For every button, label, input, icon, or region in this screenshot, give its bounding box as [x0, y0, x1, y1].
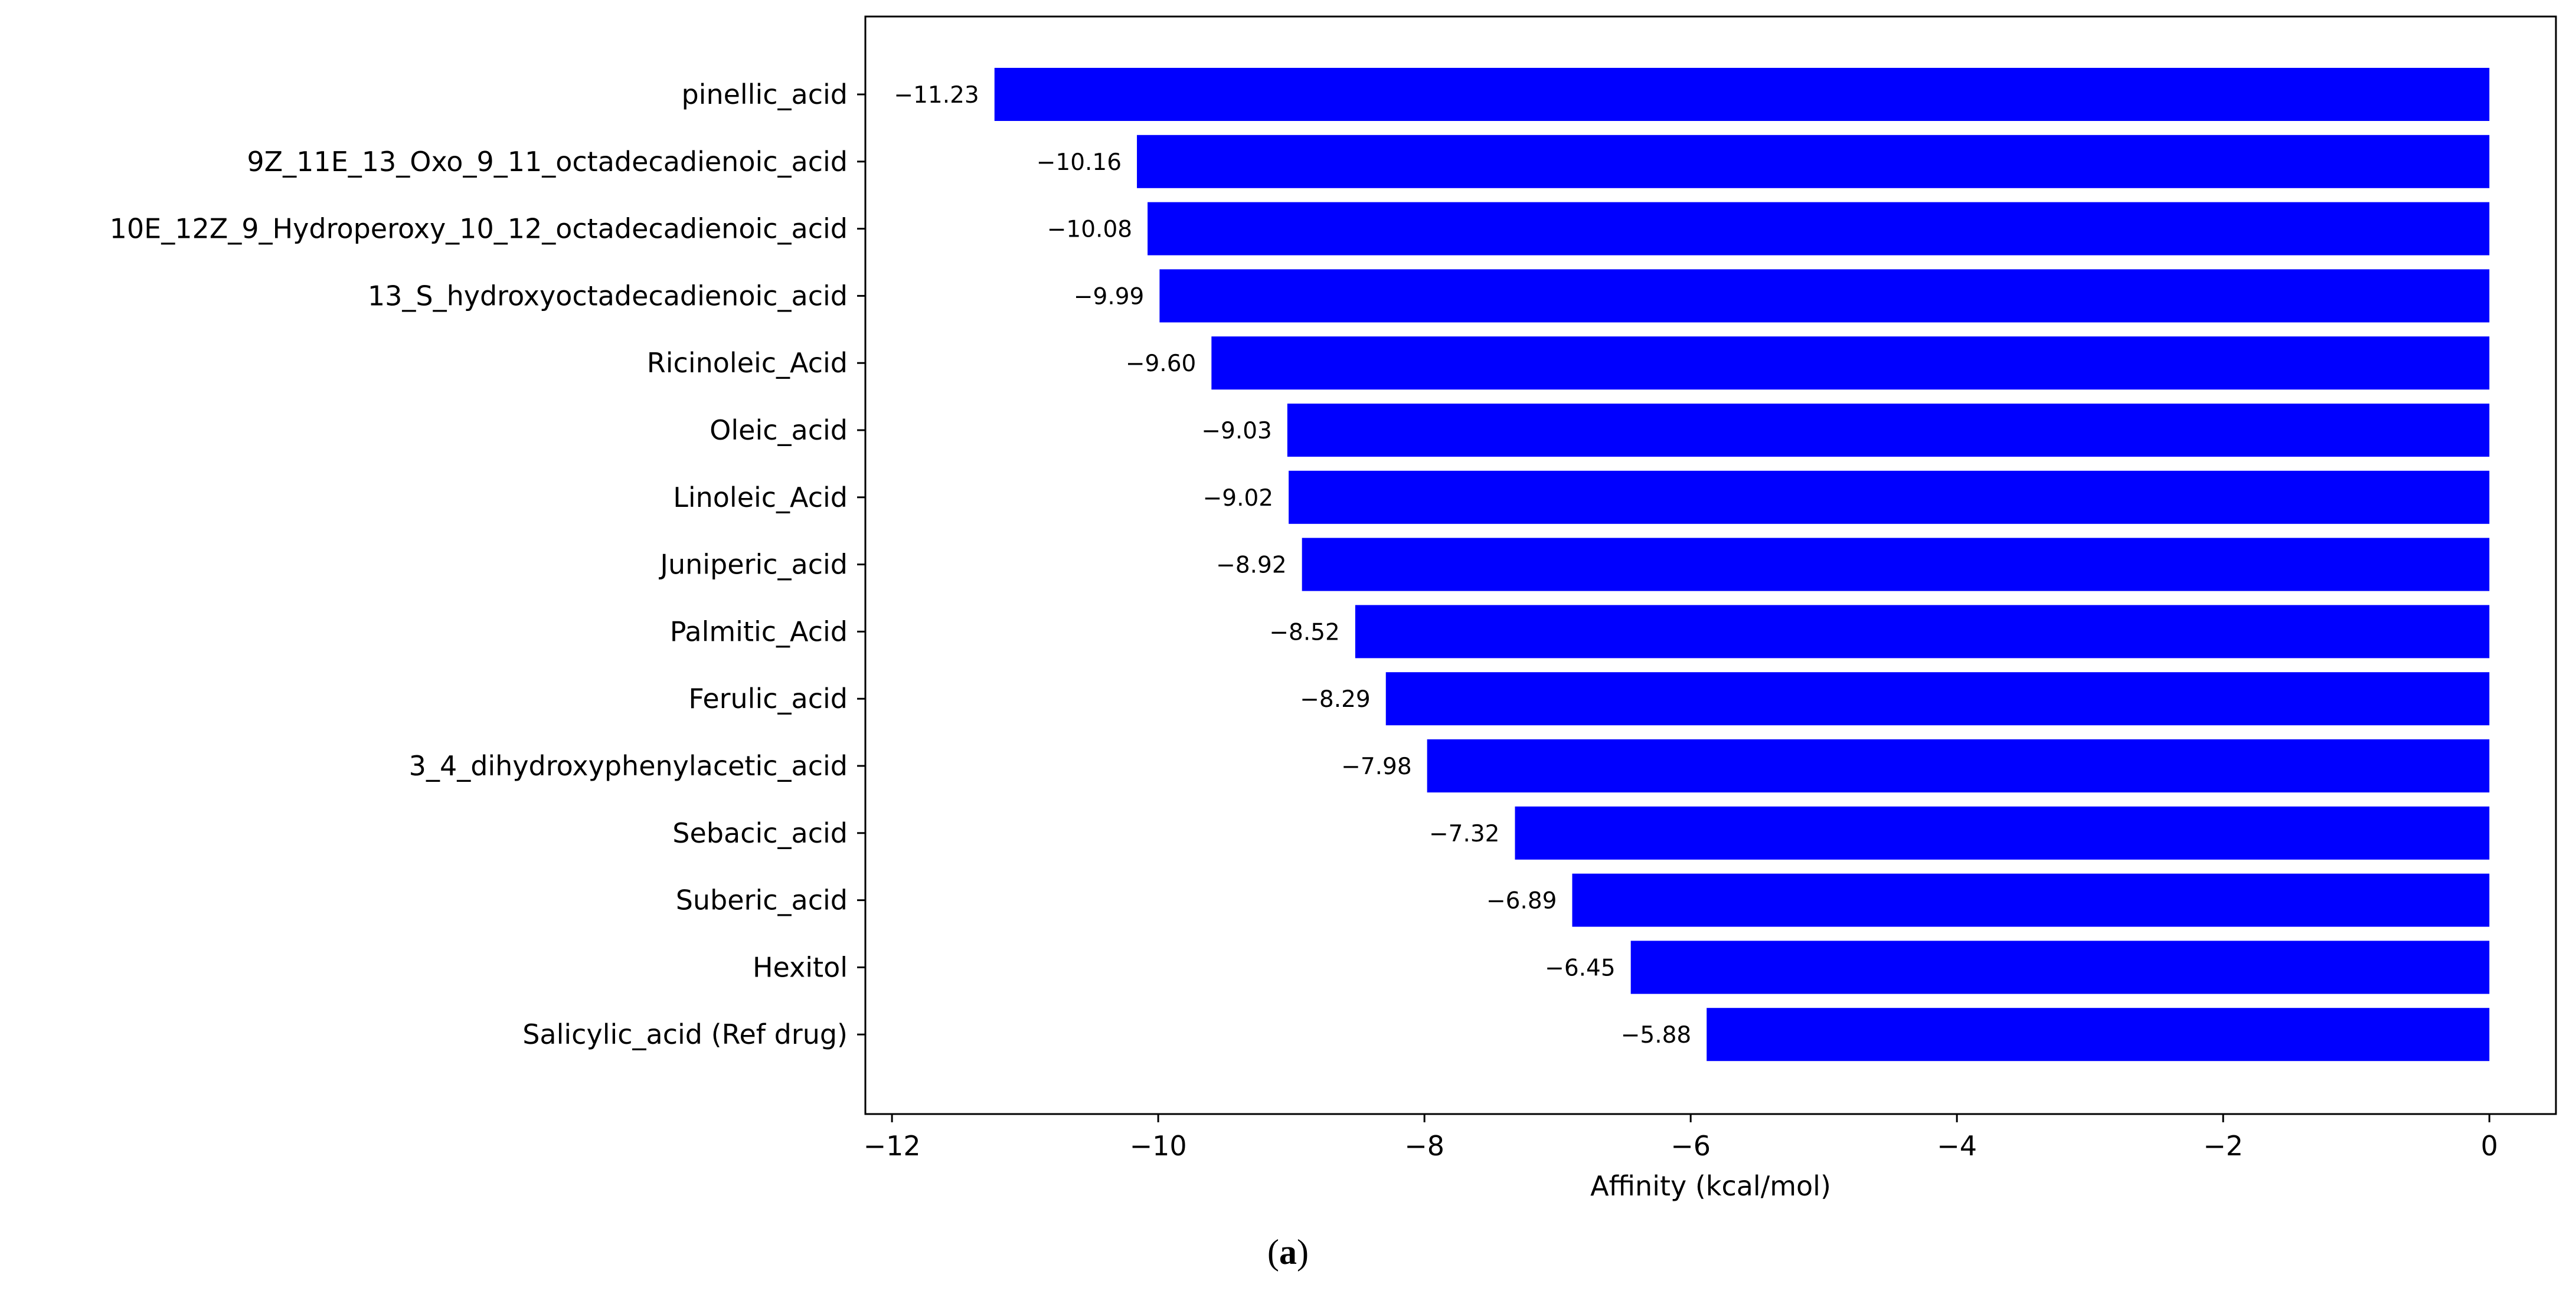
bar-8 — [1302, 538, 2490, 591]
category-label: 9Z_11E_13_Oxo_9_11_octadecadienoic_acid — [247, 146, 848, 178]
caption-open: ( — [1267, 1233, 1279, 1272]
x-tick-label: −10 — [1130, 1130, 1187, 1162]
x-tick-label: −6 — [1671, 1130, 1711, 1162]
bar-15 — [1707, 1008, 2490, 1062]
x-tick-label: 0 — [2481, 1130, 2498, 1162]
value-label: −8.29 — [1300, 686, 1371, 713]
category-label: Ferulic_acid — [688, 683, 848, 715]
bar-2 — [1137, 135, 2490, 188]
bar-14 — [1630, 941, 2490, 994]
bar-3 — [1148, 202, 2490, 255]
bars-layer — [994, 68, 2490, 1062]
bar-5 — [1211, 336, 2490, 390]
bar-9 — [1355, 605, 2490, 659]
category-label: Ricinoleic_Acid — [647, 347, 848, 379]
value-label: −7.32 — [1429, 821, 1500, 847]
bar-11 — [1427, 739, 2490, 792]
category-label: 10E_12Z_9_Hydroperoxy_10_12_octadecadien… — [110, 213, 848, 245]
value-label: −6.45 — [1545, 955, 1616, 981]
category-label: Linoleic_Acid — [673, 481, 848, 513]
bar-7 — [1289, 470, 2490, 524]
value-label: −9.99 — [1074, 283, 1145, 310]
figure-caption: (a) — [1267, 1233, 1309, 1272]
bar-13 — [1572, 873, 2490, 927]
value-label: −10.16 — [1037, 149, 1122, 176]
bar-10 — [1385, 672, 2490, 726]
bar-6 — [1287, 404, 2490, 457]
category-label: Palmitic_Acid — [670, 615, 848, 647]
x-tick-label: −12 — [864, 1130, 921, 1162]
category-label: 13_S_hydroxyoctadecadienoic_acid — [368, 280, 848, 312]
value-labels-layer: −11.23 −10.16 −10.08 −9.99 −9.60 −9.03 −9.02 −8… — [894, 82, 1691, 1049]
value-label: −8.92 — [1216, 552, 1287, 579]
category-label: Hexitol — [753, 951, 848, 983]
category-label: Salicylic_acid (Ref drug) — [522, 1018, 848, 1050]
value-label: −8.52 — [1269, 619, 1340, 646]
value-label: −10.08 — [1047, 217, 1132, 243]
value-label: −9.03 — [1201, 418, 1272, 444]
category-label: Suberic_acid — [676, 884, 848, 916]
bar-1 — [994, 68, 2490, 121]
x-ticks-layer: −12 −10 −8 −6 −4 −2 0 — [864, 1114, 2498, 1162]
value-label: −7.98 — [1341, 754, 1412, 780]
x-tick-label: −2 — [2203, 1130, 2243, 1162]
value-label: −5.88 — [1621, 1022, 1692, 1049]
x-axis-title: Affinity (kcal/mol) — [1590, 1170, 1831, 1202]
bar-4 — [1159, 269, 2490, 323]
value-label: −11.23 — [894, 82, 979, 109]
value-label: −9.02 — [1203, 485, 1274, 512]
plot-frame — [864, 15, 2557, 1115]
value-label: −6.89 — [1486, 888, 1557, 915]
category-label: Oleic_acid — [710, 414, 848, 446]
caption-close: ) — [1297, 1233, 1309, 1272]
category-label: Sebacic_acid — [672, 817, 848, 849]
value-label: −9.60 — [1126, 350, 1197, 377]
category-label: 3_4_dihydroxyphenylacetic_acid — [409, 750, 848, 782]
bar-12 — [1515, 806, 2490, 860]
caption-letter: a — [1279, 1233, 1297, 1272]
category-label: Juniperic_acid — [658, 549, 848, 581]
x-tick-label: −4 — [1937, 1130, 1977, 1162]
category-label: pinellic_acid — [681, 78, 848, 110]
category-labels-layer: pinellic_acid 9Z_11E_13_Oxo_9_11_octadeca… — [110, 78, 865, 1050]
x-tick-label: −8 — [1404, 1130, 1444, 1162]
